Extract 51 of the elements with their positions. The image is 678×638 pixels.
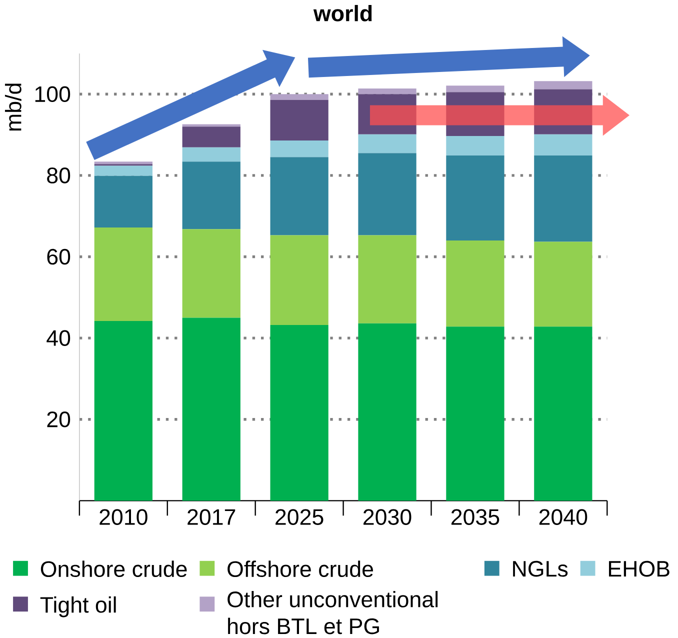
bar xyxy=(446,155,504,240)
x-tick-label: 2040 xyxy=(539,509,588,525)
legend-label: Tight oil xyxy=(40,596,116,618)
legend-label: EHOB xyxy=(608,560,670,577)
bar xyxy=(94,320,152,501)
x-tick-label: 2017 xyxy=(188,509,236,525)
y-tick-label: 60 xyxy=(47,248,70,265)
bar xyxy=(534,81,592,90)
bar xyxy=(446,326,504,501)
x-tick-label: 2035 xyxy=(451,509,500,525)
bar xyxy=(182,147,240,162)
bar xyxy=(358,235,416,324)
bar xyxy=(446,240,504,327)
bar xyxy=(358,153,416,236)
bar xyxy=(534,242,592,327)
bar xyxy=(534,326,592,501)
y-tick-label: 20 xyxy=(47,411,70,428)
y-tick-label: 100 xyxy=(35,86,70,102)
legend-label: Offshore crude xyxy=(228,560,374,577)
bar xyxy=(534,134,592,156)
bar xyxy=(358,88,416,94)
x-tick-label: 2025 xyxy=(276,509,324,525)
bar xyxy=(358,134,416,154)
bar xyxy=(270,325,328,501)
bar xyxy=(182,162,240,230)
chart-title: world xyxy=(313,4,372,22)
bar xyxy=(534,155,592,242)
bar xyxy=(182,229,240,318)
bar xyxy=(446,136,504,156)
bar xyxy=(270,157,328,236)
y-axis-title: mb/d xyxy=(4,84,22,130)
legend-label: NGLs xyxy=(513,560,568,577)
legend-label: Other unconventional hors BTL et PG xyxy=(228,590,438,634)
bar xyxy=(270,94,328,100)
bar xyxy=(270,100,328,140)
bar xyxy=(358,323,416,501)
x-tick-label: 2010 xyxy=(100,509,148,525)
bar xyxy=(270,235,328,326)
y-tick-label: 80 xyxy=(47,167,70,184)
bar xyxy=(94,162,152,164)
bar xyxy=(94,166,152,176)
legend-label: Onshore crude xyxy=(40,560,187,577)
bar xyxy=(182,126,240,148)
y-tick-label: 40 xyxy=(46,330,70,346)
bar xyxy=(446,86,504,92)
bar xyxy=(270,140,328,158)
bar xyxy=(182,124,240,127)
x-tick-label: 2030 xyxy=(364,509,412,525)
bar xyxy=(94,176,152,228)
bar xyxy=(182,318,240,501)
bar xyxy=(94,227,152,321)
